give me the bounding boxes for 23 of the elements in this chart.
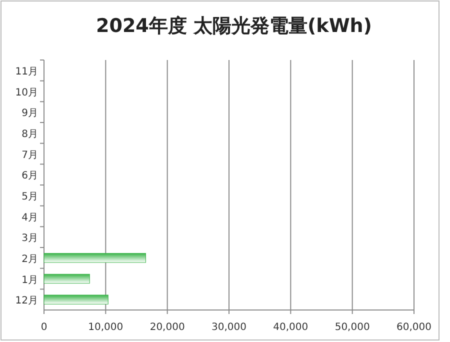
x-tick-label: 0 xyxy=(40,322,48,333)
y-tick-label: 12月 xyxy=(15,296,38,307)
bar xyxy=(44,253,146,263)
bar xyxy=(44,294,108,304)
x-tick-label: 20,000 xyxy=(150,322,185,333)
bar xyxy=(44,274,90,284)
y-tick-label: 11月 xyxy=(15,66,38,78)
x-tick-label: 40,000 xyxy=(273,322,308,333)
x-tick-label: 30,000 xyxy=(212,322,246,333)
y-tick-label: 4月 xyxy=(22,212,38,224)
x-tick-label: 50,000 xyxy=(334,322,370,333)
y-tick-label: 8月 xyxy=(22,128,38,140)
chart-title: 2024年度 太陽光発電量(kWh) xyxy=(96,15,372,37)
y-tick-label: 10月 xyxy=(15,87,38,98)
y-tick-label: 1月 xyxy=(22,274,38,286)
y-tick-label: 5月 xyxy=(22,191,38,202)
y-tick-label: 7月 xyxy=(22,150,38,161)
y-tick-label: 6月 xyxy=(22,170,38,182)
y-tick-label: 3月 xyxy=(22,233,38,244)
y-tick-label: 2月 xyxy=(22,254,38,265)
y-tick-label: 9月 xyxy=(22,108,38,120)
x-tick-label: 10,000 xyxy=(88,322,124,333)
x-tick-label: 60,000 xyxy=(396,322,432,333)
